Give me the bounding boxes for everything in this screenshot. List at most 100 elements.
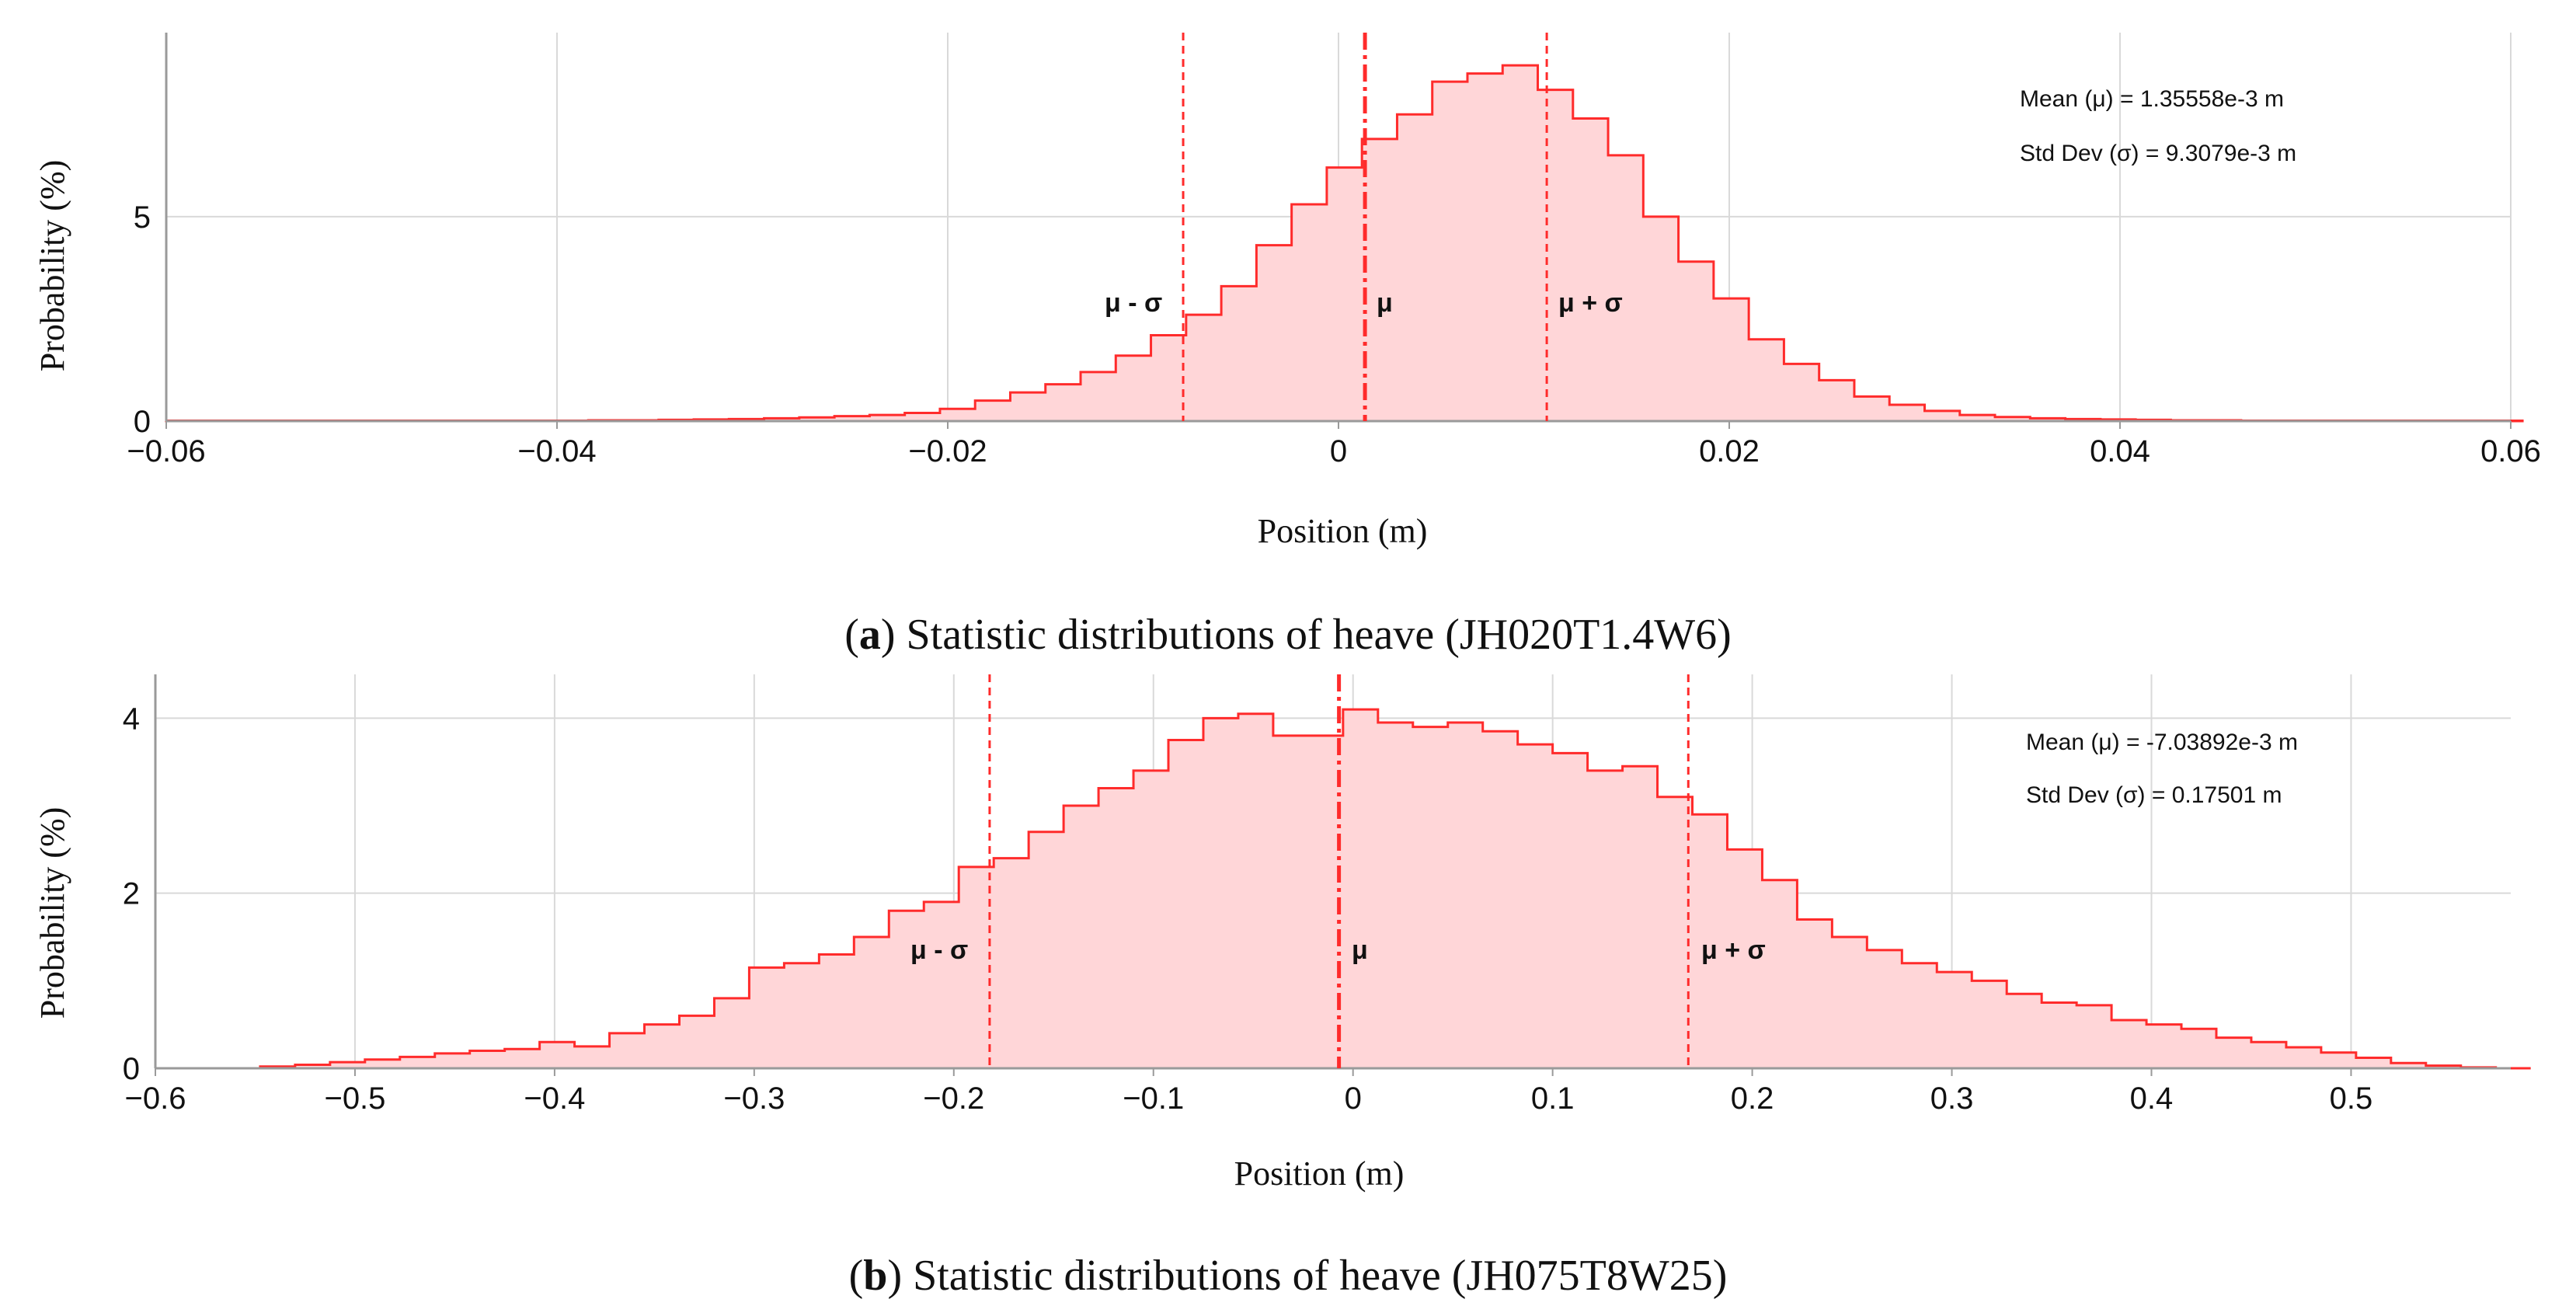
chart-b-x-tick-label: −0.2 bbox=[923, 1081, 984, 1116]
chart-b-bin bbox=[610, 1033, 645, 1068]
chart-a-bin bbox=[1749, 340, 1784, 421]
chart-b-bin bbox=[1483, 731, 1518, 1068]
chart-b-bin bbox=[2181, 1029, 2216, 1068]
chart-a-x-tick-label: −0.02 bbox=[908, 434, 987, 468]
chart-b-x-tick-label: 0.1 bbox=[1531, 1081, 1575, 1116]
chart-a-std-stat: Std Dev (σ) = 9.3079e-3 m bbox=[2020, 141, 2296, 166]
chart-b-label-mean-minus-sigma: μ - σ bbox=[910, 935, 968, 965]
chart-b-label-mean: μ bbox=[1352, 935, 1368, 965]
chart-b-caption-letter: b bbox=[863, 1252, 887, 1300]
chart-a-bin bbox=[1292, 204, 1327, 421]
chart-b-histogram bbox=[155, 708, 2531, 1070]
chart-b-bin bbox=[2251, 1042, 2286, 1068]
chart-b-bin bbox=[1518, 744, 1553, 1068]
chart-a-reference-lines bbox=[1182, 33, 1548, 421]
chart-b-bin bbox=[435, 1054, 470, 1068]
chart-a-bin bbox=[1151, 335, 1186, 421]
chart-b-bin bbox=[1658, 797, 1693, 1068]
chart-a-x-tick-label: −0.04 bbox=[517, 434, 596, 468]
chart-a-bin bbox=[1362, 139, 1397, 421]
chart-b-x-tick-label: 0.3 bbox=[1930, 1081, 1974, 1116]
chart-b-bin bbox=[1937, 972, 1972, 1068]
chart-b-bin bbox=[1588, 771, 1623, 1068]
chart-b-bin bbox=[1133, 771, 1168, 1068]
chart-b-bin bbox=[2007, 994, 2042, 1068]
chart-a-bin bbox=[1116, 356, 1150, 421]
chart-b-bin bbox=[2111, 1020, 2146, 1068]
chart-b-bin bbox=[889, 911, 924, 1068]
chart-b-bin bbox=[784, 963, 819, 1068]
chart-b-bin bbox=[645, 1025, 680, 1068]
chart-b-reference-lines bbox=[988, 674, 1690, 1068]
chart-b-bin bbox=[2042, 1003, 2076, 1069]
chart-a-xlabel: Position (m) bbox=[1258, 512, 1428, 550]
chart-b-x-tick-label: 0.4 bbox=[2130, 1081, 2174, 1116]
chart-a-bin bbox=[1643, 217, 1678, 421]
chart-a-bin bbox=[1819, 380, 1854, 421]
chart-a-histogram bbox=[165, 64, 2524, 423]
chart-b-bin bbox=[575, 1047, 610, 1068]
chart-b-caption-text: Statistic distributions of heave (JH075T… bbox=[913, 1252, 1727, 1300]
chart-a-bin bbox=[1081, 372, 1116, 421]
chart-b-mean-stat: Mean (μ) = -7.03892e-3 m bbox=[2026, 730, 2298, 755]
chart-b-bin bbox=[1203, 718, 1238, 1068]
chart-b-y-tick-label: 4 bbox=[123, 702, 140, 736]
chart-b-xlabel: Position (m) bbox=[1234, 1155, 1405, 1193]
chart-a-bin bbox=[1925, 411, 1960, 421]
chart-b-bin bbox=[714, 998, 749, 1068]
chart-b-bin bbox=[2146, 1025, 2181, 1068]
chart-a-x-tick-label: 0.02 bbox=[1699, 434, 1760, 468]
chart-b-bin bbox=[1343, 709, 1378, 1068]
chart-a-x-tick-label: 0 bbox=[1330, 434, 1347, 468]
chart-a-y-tick-label: 0 bbox=[134, 405, 151, 439]
chart-b-bin bbox=[1098, 788, 1133, 1068]
chart-b-bin bbox=[2321, 1053, 2356, 1068]
chart-b-y-tick-label: 0 bbox=[123, 1052, 140, 1086]
chart-a-bin bbox=[1397, 114, 1432, 421]
chart-b-caption: (b) Statistic distributions of heave (JH… bbox=[849, 1252, 1728, 1300]
chart-b-y-tick-label: 2 bbox=[123, 877, 140, 911]
chart-b-bin bbox=[819, 955, 854, 1068]
chart-b-bin bbox=[540, 1042, 575, 1068]
chart-b-bin bbox=[1238, 714, 1273, 1068]
chart-a-bin bbox=[1714, 298, 1749, 421]
chart-b-bin bbox=[505, 1049, 540, 1068]
chart-a-ylabel: Probability (%) bbox=[33, 160, 71, 372]
chart-b-bin bbox=[1553, 753, 1588, 1068]
chart-a-bin bbox=[1432, 82, 1467, 421]
chart-b-bin bbox=[679, 1015, 714, 1068]
chart-a-bin bbox=[1467, 74, 1502, 421]
chart-b-x-tick-label: 0.2 bbox=[1731, 1081, 1774, 1116]
chart-b-bin bbox=[854, 937, 889, 1068]
chart-a-bars bbox=[166, 65, 2522, 421]
chart-b-label-mean-plus-sigma: μ + σ bbox=[1701, 935, 1766, 965]
chart-b-bin bbox=[1902, 963, 1937, 1068]
chart-b-bin bbox=[1413, 727, 1448, 1068]
chart-b-x-ticks: −0.6 −0.5 −0.4 −0.3 −0.2 −0.1 0 0.1 0.2 0.3 0.4 0.5 bbox=[125, 1068, 2372, 1116]
chart-a-bin bbox=[940, 409, 975, 421]
chart-b-bin bbox=[400, 1057, 435, 1068]
chart-b-y-ticks: 0 2 4 bbox=[123, 702, 140, 1086]
chart-a-y-ticks: 05 bbox=[134, 200, 151, 439]
chart-b-bin bbox=[2076, 1005, 2111, 1068]
chart-a-bin bbox=[1854, 396, 1889, 421]
chart-a-caption: (a) Statistic distributions of heave (JH… bbox=[844, 611, 1732, 659]
chart-a-bin bbox=[1784, 364, 1819, 421]
chart-b: −0.6 −0.5 −0.4 −0.3 −0.2 −0.1 0 0.1 0.2 0.3 0.4 0.5… bbox=[33, 674, 2531, 1300]
chart-a-y-tick-label: 5 bbox=[134, 200, 151, 235]
chart-b-bin bbox=[1273, 736, 1308, 1068]
chart-b-bin bbox=[1867, 950, 1902, 1068]
chart-b-x-tick-label: −0.3 bbox=[723, 1081, 785, 1116]
chart-b-bin bbox=[365, 1060, 400, 1068]
chart-a-bin bbox=[1573, 119, 1608, 421]
chart-b-bin bbox=[2286, 1047, 2321, 1068]
chart-a-x-ticks: −0.06 −0.04 −0.02 0 0.02 0.04 0.06 bbox=[127, 421, 2541, 468]
chart-b-bin bbox=[924, 902, 959, 1068]
chart-b-bin bbox=[1378, 723, 1413, 1068]
chart-a-label-mean-plus-sigma: μ + σ bbox=[1558, 288, 1623, 318]
chart-b-x-tick-label: −0.6 bbox=[125, 1081, 186, 1116]
chart-b-bin bbox=[470, 1050, 505, 1068]
chart-b-ylabel: Probability (%) bbox=[33, 807, 71, 1019]
chart-a-x-tick-label: 0.06 bbox=[2480, 434, 2541, 468]
